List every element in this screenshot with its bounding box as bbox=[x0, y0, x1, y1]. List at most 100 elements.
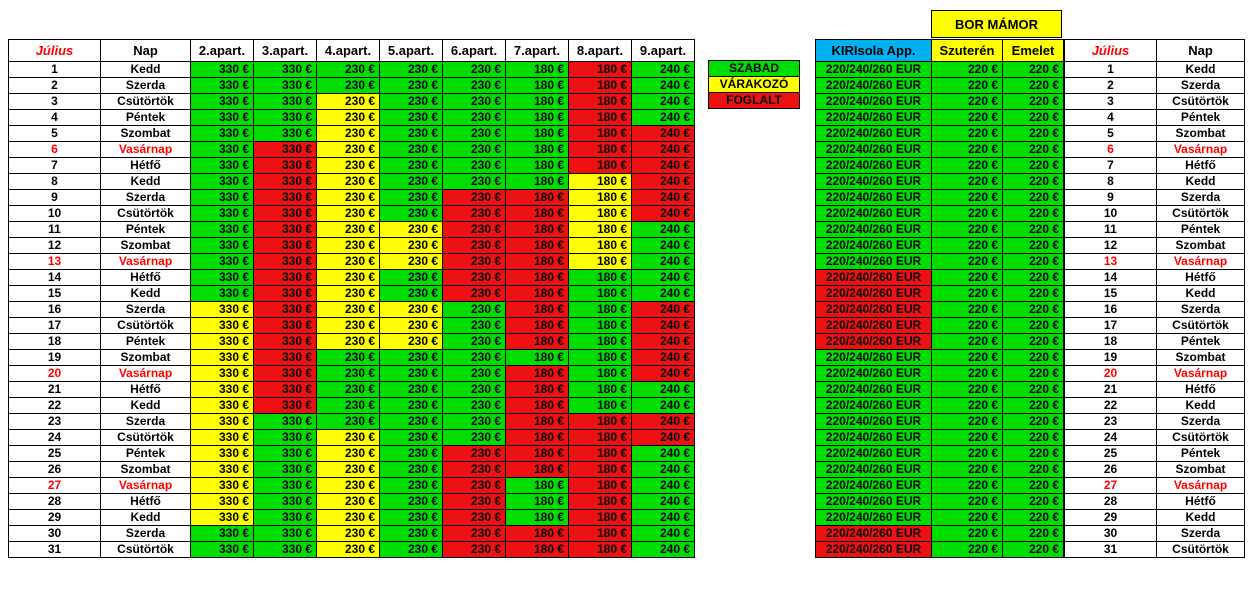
price-cell: 230 € bbox=[316, 509, 380, 526]
right-date-cell: 16 bbox=[1064, 301, 1157, 318]
price-cell: 230 € bbox=[316, 541, 380, 558]
kiri-price-cell: 220/240/260 EUR bbox=[815, 413, 932, 430]
emelet-price-cell: 220 € bbox=[1002, 301, 1064, 318]
price-cell: 180 € bbox=[568, 93, 632, 110]
right-date-cell: 10 bbox=[1064, 205, 1157, 222]
price-cell: 230 € bbox=[316, 525, 380, 542]
price-cell: 180 € bbox=[568, 397, 632, 414]
price-cell: 230 € bbox=[379, 109, 443, 126]
table-row: 30 Szerda 330 €330 €230 €230 €230 €180 €18… bbox=[8, 525, 695, 542]
price-cell: 180 € bbox=[568, 109, 632, 126]
date-cell: 27 bbox=[8, 477, 101, 494]
price-cell: 330 € bbox=[253, 93, 317, 110]
day-header: Nap bbox=[100, 39, 191, 62]
price-cell: 230 € bbox=[316, 205, 380, 222]
right-day-name-cell: Csütörtök bbox=[1156, 541, 1245, 558]
price-cell: 240 € bbox=[631, 461, 695, 478]
right-date-cell: 1 bbox=[1064, 61, 1157, 78]
price-cell: 230 € bbox=[316, 477, 380, 494]
table-row: 28 Hétfő 330 €330 €230 €230 €230 €180 €180… bbox=[8, 493, 695, 510]
emelet-price-cell: 220 € bbox=[1002, 349, 1064, 366]
date-cell: 20 bbox=[8, 365, 101, 382]
kiri-row: 220/240/260 EUR 220 €220 € bbox=[815, 541, 1064, 558]
right-date-cell: 21 bbox=[1064, 381, 1157, 398]
right-day-name-cell: Hétfő bbox=[1156, 269, 1245, 286]
price-cell: 330 € bbox=[190, 61, 254, 78]
price-cell: 180 € bbox=[568, 445, 632, 462]
price-cell: 230 € bbox=[316, 173, 380, 190]
price-cell: 180 € bbox=[505, 317, 569, 334]
price-cell: 330 € bbox=[253, 269, 317, 286]
date-cell: 3 bbox=[8, 93, 101, 110]
date-cell: 4 bbox=[8, 109, 101, 126]
suteren-price-cell: 220 € bbox=[931, 333, 1003, 350]
price-cell: 330 € bbox=[190, 125, 254, 142]
price-cell: 330 € bbox=[190, 285, 254, 302]
price-cell: 230 € bbox=[442, 445, 506, 462]
table-row: 3 Csütörtök 330 €330 €230 €230 €230 €180 €… bbox=[8, 93, 695, 110]
table-row: 6 Vasárnap 330 €330 €230 €230 €230 €180 €1… bbox=[8, 141, 695, 158]
legend: SZABAD VÁRAKOZÓ FOGLALT bbox=[708, 60, 800, 109]
price-cell: 180 € bbox=[568, 333, 632, 350]
date-cell: 15 bbox=[8, 285, 101, 302]
right-date-cell: 9 bbox=[1064, 189, 1157, 206]
right-day-name-cell: Csütörtök bbox=[1156, 317, 1245, 334]
kiri-price-cell: 220/240/260 EUR bbox=[815, 109, 932, 126]
right-row: 23 Szerda bbox=[1064, 413, 1245, 430]
right-date-cell: 11 bbox=[1064, 221, 1157, 238]
price-cell: 230 € bbox=[316, 237, 380, 254]
price-cell: 230 € bbox=[379, 61, 443, 78]
table-row: 9 Szerda 330 €330 €230 €230 €230 €180 €180… bbox=[8, 189, 695, 206]
date-cell: 7 bbox=[8, 157, 101, 174]
day-name-cell: Péntek bbox=[100, 445, 191, 462]
price-cell: 180 € bbox=[568, 157, 632, 174]
price-cell: 230 € bbox=[379, 157, 443, 174]
kiri-row: 220/240/260 EUR 220 €220 € bbox=[815, 109, 1064, 126]
price-cell: 230 € bbox=[316, 157, 380, 174]
right-row: 30 Szerda bbox=[1064, 525, 1245, 542]
apartment-header: 2.apart. bbox=[190, 39, 254, 62]
table-row: 15 Kedd 330 €330 €230 €230 €230 €180 €180 … bbox=[8, 285, 695, 302]
price-cell: 230 € bbox=[316, 493, 380, 510]
emelet-price-cell: 220 € bbox=[1002, 413, 1064, 430]
date-cell: 12 bbox=[8, 237, 101, 254]
suteren-price-cell: 220 € bbox=[931, 157, 1003, 174]
price-cell: 180 € bbox=[568, 269, 632, 286]
price-cell: 330 € bbox=[190, 109, 254, 126]
price-cell: 180 € bbox=[568, 317, 632, 334]
price-cell: 230 € bbox=[379, 141, 443, 158]
emelet-price-cell: 220 € bbox=[1002, 109, 1064, 126]
day-name-cell: Hétfő bbox=[100, 269, 191, 286]
price-cell: 230 € bbox=[442, 221, 506, 238]
day-name-cell: Szerda bbox=[100, 77, 191, 94]
kiri-price-cell: 220/240/260 EUR bbox=[815, 189, 932, 206]
table-row: 5 Szombat 330 €330 €230 €230 €230 €180 €18… bbox=[8, 125, 695, 142]
price-cell: 230 € bbox=[379, 381, 443, 398]
price-cell: 330 € bbox=[190, 461, 254, 478]
price-cell: 230 € bbox=[442, 189, 506, 206]
right-row: 11 Péntek bbox=[1064, 221, 1245, 238]
right-day-name-cell: Csütörtök bbox=[1156, 429, 1245, 446]
price-cell: 180 € bbox=[505, 493, 569, 510]
price-cell: 330 € bbox=[253, 301, 317, 318]
price-cell: 240 € bbox=[631, 157, 695, 174]
price-cell: 240 € bbox=[631, 141, 695, 158]
price-cell: 330 € bbox=[253, 253, 317, 270]
table-row: 8 Kedd 330 €330 €230 €230 €230 €180 €180 €… bbox=[8, 173, 695, 190]
kiri-price-cell: 220/240/260 EUR bbox=[815, 509, 932, 526]
kiri-price-cell: 220/240/260 EUR bbox=[815, 461, 932, 478]
price-cell: 330 € bbox=[253, 125, 317, 142]
right-row: 2 Szerda bbox=[1064, 77, 1245, 94]
price-cell: 180 € bbox=[505, 157, 569, 174]
right-row: 19 Szombat bbox=[1064, 349, 1245, 366]
price-cell: 330 € bbox=[253, 397, 317, 414]
kiri-row: 220/240/260 EUR 220 €220 € bbox=[815, 493, 1064, 510]
suteren-price-cell: 220 € bbox=[931, 397, 1003, 414]
price-cell: 330 € bbox=[253, 525, 317, 542]
date-cell: 16 bbox=[8, 301, 101, 318]
table-row: 10 Csütörtök 330 €330 €230 €230 €230 €180 … bbox=[8, 205, 695, 222]
price-cell: 240 € bbox=[631, 381, 695, 398]
emelet-price-cell: 220 € bbox=[1002, 269, 1064, 286]
price-cell: 230 € bbox=[442, 61, 506, 78]
date-cell: 6 bbox=[8, 141, 101, 158]
